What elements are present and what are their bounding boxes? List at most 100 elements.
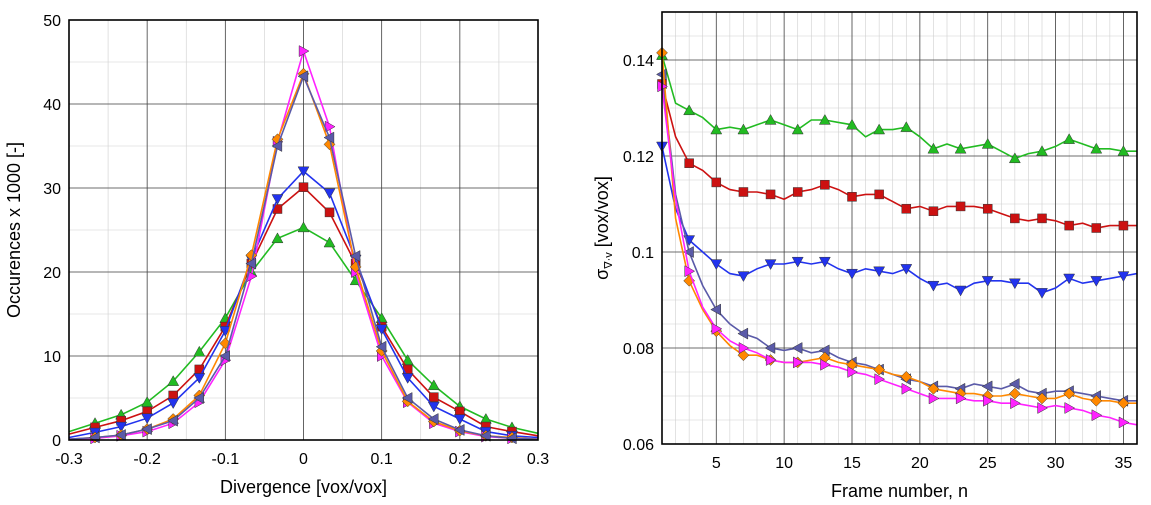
std-vs-frame-chart: 5 10 15 20 25 30 35 0.06 0.08 0.1 0.12 0.14 Frame nu… — [592, 11, 1138, 501]
data-point — [901, 204, 912, 214]
data-point — [710, 259, 723, 271]
data-point — [981, 276, 994, 287]
y-tick-label: 10 — [43, 349, 61, 366]
data-point — [711, 322, 723, 335]
data-point — [401, 373, 414, 384]
data-point — [298, 45, 310, 58]
x-tick-label: -0.1 — [212, 451, 240, 468]
data-point — [271, 232, 284, 244]
data-point — [429, 392, 439, 402]
x-axis-label: Divergence [vox/vox] — [220, 477, 387, 497]
x-tick-label: -0.2 — [133, 451, 161, 468]
data-point — [427, 401, 440, 413]
data-point — [874, 373, 886, 386]
x-tick-label: 15 — [843, 455, 861, 472]
data-point — [927, 142, 940, 154]
data-point — [791, 342, 803, 354]
data-point — [738, 187, 749, 197]
y-axis-label: Occurences x 1000 [-] — [4, 142, 24, 318]
data-point — [115, 429, 126, 441]
data-point — [818, 256, 831, 268]
data-point — [928, 206, 939, 216]
data-point — [1036, 392, 1048, 405]
data-point — [900, 121, 913, 132]
y-tick-label: 0.08 — [623, 341, 654, 358]
series-5 — [657, 80, 1138, 429]
data-point — [375, 340, 387, 353]
data-point — [1118, 220, 1129, 231]
data-point — [1064, 220, 1074, 231]
data-point — [1010, 397, 1021, 410]
data-point — [1036, 288, 1048, 299]
data-point — [1064, 402, 1076, 414]
data-point — [764, 259, 777, 271]
data-point — [427, 413, 439, 425]
data-point — [193, 345, 206, 357]
data-point — [981, 137, 994, 149]
data-point — [874, 189, 884, 200]
data-point — [297, 166, 310, 178]
data-point — [141, 423, 152, 436]
y-tick-label: 20 — [43, 265, 61, 282]
data-point — [901, 382, 913, 395]
data-point — [764, 342, 776, 354]
data-point — [711, 177, 722, 188]
data-point — [738, 342, 750, 354]
data-point — [1008, 152, 1021, 164]
divergence-histogram-chart: -0.3 -0.2 -0.1 0 0.1 0.2 0.3 0 10 20 30 40 50 Diverge… — [4, 13, 549, 497]
grid — [68, 19, 539, 441]
y-axis-label: σ∇·v [vox/vox] — [592, 176, 615, 280]
data-point — [818, 113, 831, 125]
data-point — [683, 104, 696, 116]
data-point — [955, 201, 966, 212]
data-point — [710, 123, 723, 135]
axes-frame — [661, 11, 1138, 445]
data-point — [323, 188, 336, 200]
data-point — [683, 246, 694, 258]
data-point — [401, 354, 414, 365]
data-point — [1091, 223, 1102, 233]
x-tick-label: 5 — [712, 455, 721, 472]
data-point — [954, 142, 967, 154]
x-tick-label: 30 — [1047, 455, 1065, 472]
data-point — [1036, 145, 1048, 156]
data-point — [193, 392, 204, 404]
data-point — [297, 221, 310, 233]
data-point — [820, 180, 830, 190]
data-point — [324, 207, 335, 218]
x-tick-label: 20 — [911, 455, 929, 472]
data-point — [765, 189, 776, 200]
data-point — [479, 429, 491, 442]
data-point — [928, 392, 940, 405]
series-0 — [656, 49, 1137, 164]
data-point — [271, 194, 284, 205]
data-point — [981, 380, 993, 393]
y-tick-label: 0.12 — [623, 149, 654, 166]
data-point — [141, 396, 154, 407]
data-point — [141, 413, 154, 425]
x-tick-label: 25 — [979, 455, 997, 472]
data-point — [846, 268, 858, 280]
data-point — [1090, 276, 1103, 287]
data-point — [900, 264, 913, 275]
data-point — [684, 158, 694, 168]
data-point — [1037, 402, 1049, 414]
data-point — [323, 131, 335, 144]
data-point — [1090, 142, 1103, 154]
data-point — [764, 113, 777, 125]
data-point — [323, 236, 336, 248]
data-point — [349, 250, 361, 262]
data-point — [737, 327, 749, 340]
y-tick-label: 0.1 — [632, 245, 654, 262]
data-point — [846, 118, 858, 130]
data-point — [847, 192, 857, 202]
data-point — [1117, 397, 1130, 410]
y-tick-label: 50 — [43, 13, 61, 30]
data-point — [710, 303, 721, 316]
axes-frame — [68, 19, 539, 441]
data-point — [167, 375, 180, 386]
x-tick-label: 0 — [299, 451, 308, 468]
data-point — [955, 392, 967, 405]
data-point — [820, 358, 831, 371]
y-tick-label: 0.06 — [623, 437, 654, 454]
